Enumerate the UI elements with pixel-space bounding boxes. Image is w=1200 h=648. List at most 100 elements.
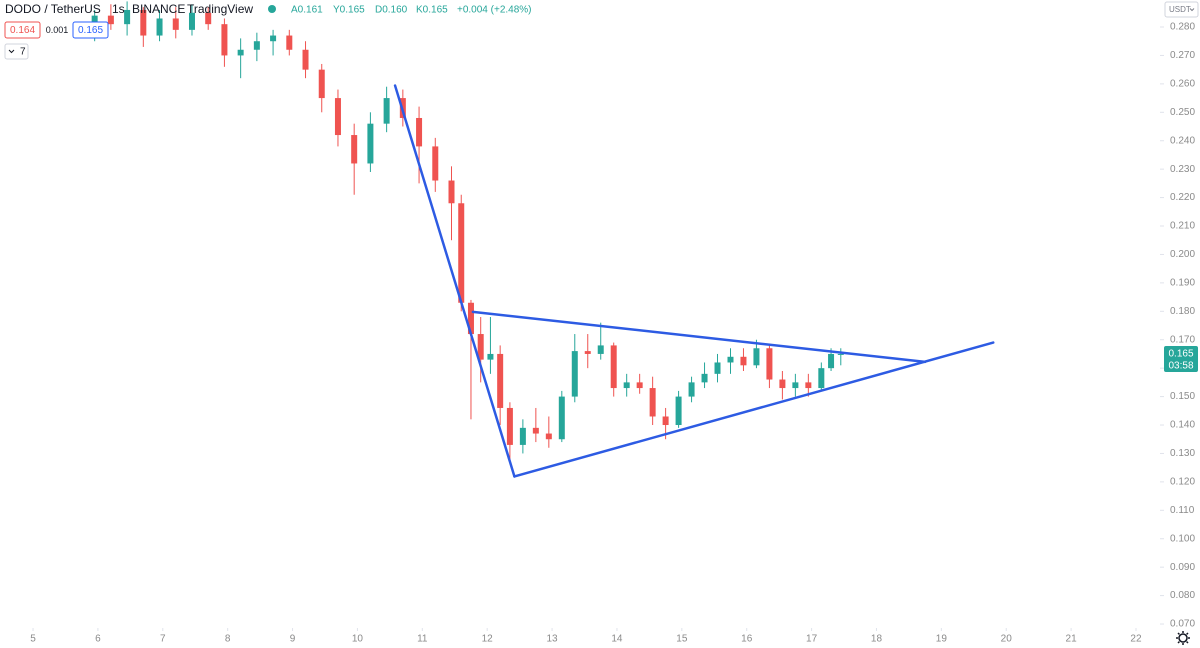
settings-button[interactable] [1178,633,1188,643]
y-tick-label: 0.270 [1170,50,1195,61]
candle-body [545,433,552,440]
x-tick-label: 17 [806,634,818,645]
candle-body [497,353,504,408]
candle-body [172,18,179,30]
currency-select: USDT [1164,1,1199,18]
candle-body [188,12,195,30]
candle-body [623,382,630,389]
candle-body [253,41,260,50]
x-tick-label: 13 [547,634,559,645]
candle-body [458,203,465,303]
candle-body [487,353,494,360]
indicators-toggle[interactable] [4,43,29,60]
candle-body [701,373,708,383]
trendline [513,341,995,478]
candle-body [506,407,513,445]
x-tick-label: 11 [417,634,428,645]
status-dot [268,5,276,13]
x-tick-label: 19 [936,634,948,645]
candle-body [753,348,760,366]
candle-body [205,12,212,25]
candle-body [124,9,131,25]
interval: 1s [112,2,125,16]
ohlc-close: K0.165 [416,5,448,16]
settings [1176,631,1190,645]
buy-button[interactable] [72,21,109,39]
candle-body [766,348,773,380]
candle-body [532,427,539,434]
candle-body [727,356,734,363]
candle-body [818,368,825,389]
candle-body [662,416,669,426]
plot-area [91,1,995,478]
candle-body [636,382,643,389]
y-tick-label: 0.100 [1170,533,1195,544]
candle-body [740,356,747,366]
candle-body [432,146,439,181]
spread: 0.001 [46,25,69,35]
candle-body [270,35,277,42]
ohlc-low: D0.160 [375,5,408,16]
candle-body [519,427,526,445]
symbol: DODO / TetherUS [5,2,101,16]
gear-icon [1176,631,1190,645]
sell-price: 0.164 [10,25,35,36]
x-tick-label: 8 [225,634,231,645]
x-tick-label: 22 [1130,634,1142,645]
x-tick-label: 15 [676,634,688,645]
change: +0.004 (+2.48%) [457,5,532,16]
candle-body [675,396,682,426]
candle-body [367,123,374,164]
last-price-tag [1164,345,1198,372]
x-tick-label: 18 [871,634,883,645]
candle-body [571,351,578,397]
y-tick-label: 0.210 [1170,221,1195,232]
currency-button[interactable] [1164,1,1199,18]
candle-body [156,18,163,36]
x-tick-label: 12 [482,634,494,645]
trendline [393,84,516,478]
buy-price: 0.165 [78,25,103,36]
x-tick-label: 16 [741,634,753,645]
y-tick-label: 0.260 [1170,79,1195,90]
legend-header: DODO / TetherUS 1s BINANCE TradingView A… [5,2,532,16]
candle-body [805,382,812,389]
y-tick-label: 0.120 [1170,477,1195,488]
sell-button[interactable] [4,21,41,39]
candle-body [237,49,244,56]
candle-body [792,382,799,389]
candle-body [286,35,293,50]
y-tick-label: 0.170 [1170,334,1195,345]
y-tick-label: 0.090 [1170,562,1195,573]
candle-body [302,49,309,70]
candle-body [334,98,341,136]
x-tick-label: 7 [160,634,166,645]
x-tick-label: 10 [352,634,364,645]
countdown: 03:58 [1168,361,1193,372]
candle-body [140,9,147,36]
y-tick-label: 0.140 [1170,420,1195,431]
ohlc-high: Y0.165 [333,5,365,16]
candle-body [477,334,484,360]
y-tick-label: 0.190 [1170,278,1195,289]
source: TradingView [187,2,253,16]
y-tick-label: 0.180 [1170,306,1195,317]
order-panel: 0.164 0.001 0.165 7 [4,21,109,60]
y-tick-label: 0.240 [1170,135,1195,146]
candle-body [828,353,835,369]
y-tick-label: 0.110 [1170,505,1195,516]
x-tick-label: 6 [95,634,101,645]
candle-body [107,15,114,25]
y-tick-label: 0.230 [1170,164,1195,175]
candle-body [416,117,423,147]
candle-body [448,180,455,204]
x-tick-label: 9 [290,634,296,645]
y-tick-label: 0.130 [1170,448,1195,459]
y-tick-label: 0.080 [1170,590,1195,601]
trendline [471,310,927,364]
x-tick-label: 5 [30,634,36,645]
x-tick-label: 20 [1001,634,1013,645]
candle-body [383,98,390,124]
